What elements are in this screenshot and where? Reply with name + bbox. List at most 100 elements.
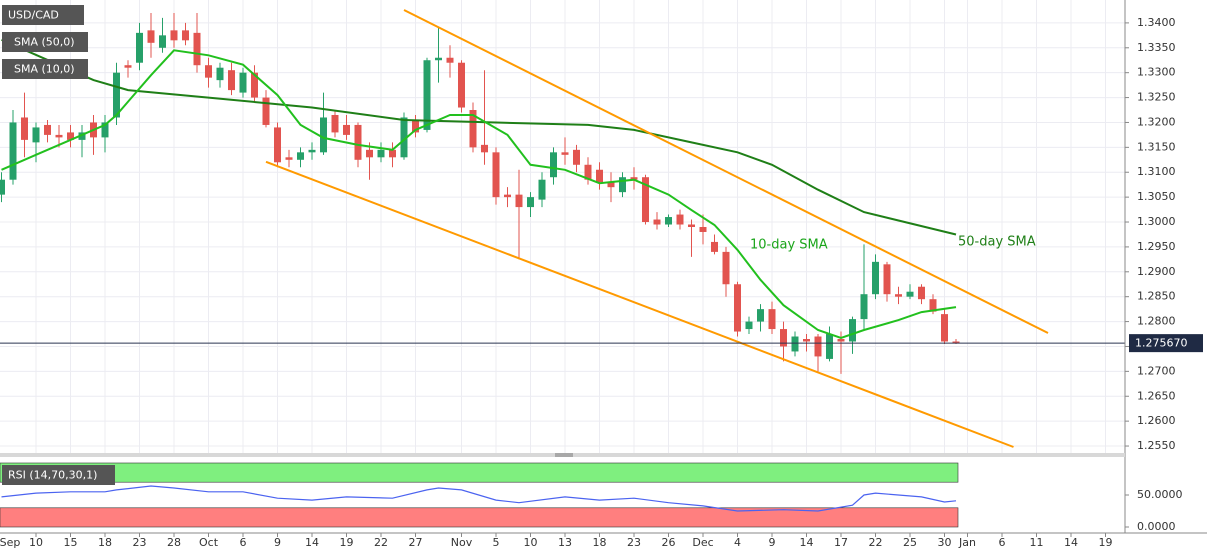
- candle-body: [400, 117, 408, 158]
- candle-body: [320, 117, 327, 153]
- candle-body: [308, 149, 316, 153]
- y-tick-label: 1.2800: [1137, 315, 1176, 328]
- candle-body: [883, 264, 891, 295]
- candle-body: [803, 339, 810, 342]
- candle-body: [906, 291, 914, 297]
- candle-body: [895, 294, 902, 297]
- x-tick-label: 23: [133, 536, 147, 549]
- x-tick-label: 13: [558, 536, 572, 549]
- y-tick-label: 1.3350: [1137, 41, 1176, 54]
- x-tick-label: 25: [903, 536, 917, 549]
- y-tick-label: 1.2850: [1137, 290, 1176, 303]
- candle-body: [711, 241, 718, 252]
- x-tick-label: 22: [869, 536, 883, 549]
- candle-body: [515, 194, 523, 208]
- candle-body: [918, 286, 925, 300]
- candle-body: [837, 339, 845, 342]
- candle-body: [550, 152, 557, 178]
- candle-body: [343, 124, 350, 135]
- legend-tag[interactable]: [2, 32, 88, 52]
- candle-body: [619, 177, 626, 193]
- candle-body: [481, 144, 488, 153]
- y-tick-label: 1.2950: [1137, 240, 1176, 253]
- candle-body: [136, 32, 143, 63]
- panel-divider[interactable]: [0, 453, 1125, 457]
- candle-body: [607, 182, 615, 188]
- candle-body: [67, 132, 74, 140]
- rsi-band: [0, 462, 959, 483]
- y-tick-label: 1.2900: [1137, 265, 1176, 278]
- y-tick-label: 1.3050: [1137, 190, 1176, 203]
- x-tick-label: 22: [374, 536, 388, 549]
- candle-body: [412, 119, 419, 133]
- y-tick-label: 1.3400: [1137, 16, 1176, 29]
- trend-channel: [403, 9, 1049, 334]
- candle-body: [768, 309, 776, 330]
- candle-body: [538, 179, 546, 200]
- symbol: USD/CAD: [8, 9, 59, 22]
- sma-line: [1, 38, 957, 236]
- candle-body: [331, 114, 339, 133]
- candle-body: [21, 117, 28, 140]
- candle-body: [561, 152, 569, 155]
- price-panel: [0, 0, 1125, 453]
- candle-body: [354, 124, 362, 160]
- x-tick-label: 14: [1064, 536, 1078, 549]
- candle-body: [699, 226, 707, 232]
- y-tick-label: 1.2650: [1137, 389, 1176, 402]
- legend-label: SMA (50,0): [14, 36, 75, 49]
- candle-body: [504, 194, 511, 198]
- candle-body: [44, 124, 51, 135]
- candle-body: [159, 35, 166, 48]
- x-tick-label: Dec: [692, 536, 713, 549]
- y-tick-label: 1.2600: [1137, 414, 1176, 427]
- candle-body: [124, 65, 132, 68]
- candle-body: [182, 30, 189, 41]
- x-tick-label: 9: [769, 536, 776, 549]
- candle-body: [366, 149, 373, 158]
- candle-body: [9, 122, 17, 180]
- candle-body: [285, 157, 293, 160]
- candle-body: [814, 336, 822, 357]
- candle-body: [872, 261, 879, 295]
- candle-body: [780, 329, 787, 347]
- legend-tag[interactable]: [2, 59, 88, 79]
- x-tick-label: 10: [29, 536, 43, 549]
- candle-body: [941, 314, 948, 342]
- candle-body: [929, 299, 937, 312]
- candle-body: [653, 219, 661, 225]
- candle-body: [262, 97, 270, 125]
- candle-body: [791, 336, 799, 352]
- candle-body: [734, 284, 741, 332]
- candle-body: [297, 152, 304, 160]
- candle-body: [205, 65, 212, 78]
- candle-body: [55, 134, 63, 138]
- candle-body: [32, 127, 40, 143]
- y-tick-label: 1.3300: [1137, 66, 1176, 79]
- candle-body: [78, 132, 86, 140]
- rsi-tag[interactable]: [2, 465, 115, 485]
- candle-body: [745, 321, 753, 330]
- x-tick-label: 15: [64, 536, 78, 549]
- symbol-tag[interactable]: [2, 5, 84, 25]
- rsi-band: [0, 507, 959, 528]
- last-price-box: [1129, 334, 1203, 353]
- candle-body: [596, 169, 603, 183]
- candle-body: [216, 67, 224, 81]
- last-price-label: 1.275670: [1135, 337, 1188, 350]
- candle-body: [757, 309, 764, 322]
- candle-body: [469, 110, 477, 148]
- y-tick-label: 1.3200: [1137, 115, 1176, 128]
- x-tick-label: 17: [834, 536, 848, 549]
- candle-body: [642, 177, 649, 223]
- candle-body: [170, 30, 178, 41]
- y-tick-label: 1.3100: [1137, 165, 1176, 178]
- x-tick-label: 6: [999, 536, 1006, 549]
- x-tick-label: 5: [493, 536, 500, 549]
- x-tick-label: 30: [938, 536, 952, 549]
- x-tick-label: Oct: [199, 536, 219, 549]
- x-tick-label: 14: [305, 536, 319, 549]
- x-tick-label: 10: [524, 536, 538, 549]
